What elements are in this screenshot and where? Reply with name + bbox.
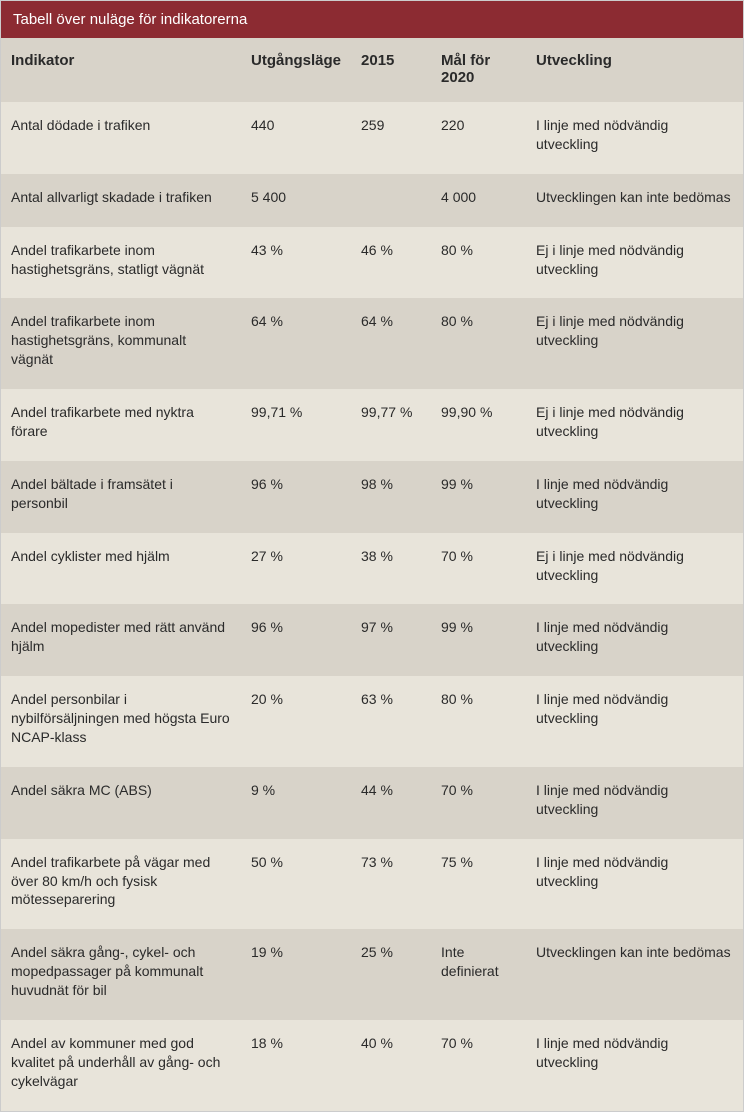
cell-baseline: 43 % [241,227,351,299]
cell-goal: 4 000 [431,174,526,227]
cell-goal: 99 % [431,604,526,676]
cell-indicator: Andel trafikarbete inom hastighetsgräns,… [1,227,241,299]
cell-baseline: 440 [241,102,351,174]
cell-baseline: 64 % [241,298,351,389]
cell-goal: 99,90 % [431,389,526,461]
cell-goal: Inte definierat [431,929,526,1020]
cell-2015: 99,77 % [351,389,431,461]
cell-indicator: Andel personbilar i nybilförsäljningen m… [1,676,241,767]
cell-indicator: Antal dödade i trafiken [1,102,241,174]
cell-2015: 97 % [351,604,431,676]
cell-baseline: 27 % [241,533,351,605]
table-row: Andel cyklister med hjälm27 %38 %70 %Ej … [1,533,743,605]
cell-goal: 220 [431,102,526,174]
table-row: Andel bältade i framsätet i personbil96 … [1,461,743,533]
cell-indicator: Andel säkra MC (ABS) [1,767,241,839]
cell-development: Ej i linje med nödvändig utveckling [526,533,743,605]
cell-indicator: Andel mopedister med rätt använd hjälm [1,604,241,676]
cell-goal: 80 % [431,298,526,389]
cell-goal: 70 % [431,767,526,839]
cell-indicator: Andel säkra gång-, cykel- och mopedpassa… [1,929,241,1020]
table-title: Tabell över nuläge för indikatorerna [1,1,743,38]
cell-baseline: 96 % [241,461,351,533]
cell-baseline: 99,71 % [241,389,351,461]
cell-indicator: Andel trafikarbete inom hastighetsgräns,… [1,298,241,389]
table-row: Andel trafikarbete inom hastighetsgräns,… [1,298,743,389]
table-row: Andel av kommuner med god kvalitet på un… [1,1020,743,1111]
cell-2015: 63 % [351,676,431,767]
table-row: Andel trafikarbete med nyktra förare99,7… [1,389,743,461]
cell-development: Utvecklingen kan inte bedömas [526,929,743,1020]
cell-indicator: Andel av kommuner med god kvalitet på un… [1,1020,241,1111]
cell-indicator: Antal allvarligt skadade i trafiken [1,174,241,227]
cell-baseline: 50 % [241,839,351,930]
cell-goal: 75 % [431,839,526,930]
cell-development: Utvecklingen kan inte bedömas [526,174,743,227]
col-header-development: Utveckling [526,38,743,102]
col-header-indicator: Indikator [1,38,241,102]
cell-baseline: 9 % [241,767,351,839]
col-header-2015: 2015 [351,38,431,102]
table-row: Andel mopedister med rätt använd hjälm96… [1,604,743,676]
cell-goal: 80 % [431,676,526,767]
cell-development: I linje med nödvändig utveckling [526,102,743,174]
indicator-table: Indikator Utgångsläge 2015 Mål för 2020 … [1,38,743,1111]
cell-2015: 25 % [351,929,431,1020]
table-row: Antal dödade i trafiken440259220I linje … [1,102,743,174]
cell-2015: 64 % [351,298,431,389]
cell-development: I linje med nödvändig utveckling [526,461,743,533]
cell-2015: 98 % [351,461,431,533]
table-row: Andel personbilar i nybilförsäljningen m… [1,676,743,767]
cell-2015: 44 % [351,767,431,839]
cell-baseline: 18 % [241,1020,351,1111]
table-header-row: Indikator Utgångsläge 2015 Mål för 2020 … [1,38,743,102]
cell-indicator: Andel bältade i framsätet i personbil [1,461,241,533]
cell-development: Ej i linje med nödvändig utveckling [526,227,743,299]
cell-2015: 73 % [351,839,431,930]
cell-2015: 40 % [351,1020,431,1111]
cell-2015: 259 [351,102,431,174]
cell-2015 [351,174,431,227]
cell-2015: 46 % [351,227,431,299]
cell-development: I linje med nödvändig utveckling [526,839,743,930]
cell-indicator: Andel trafikarbete på vägar med över 80 … [1,839,241,930]
indicator-table-container: Tabell över nuläge för indikatorerna Ind… [0,0,744,1112]
cell-2015: 38 % [351,533,431,605]
col-header-baseline: Utgångsläge [241,38,351,102]
table-row: Andel säkra gång-, cykel- och mopedpassa… [1,929,743,1020]
cell-goal: 99 % [431,461,526,533]
cell-development: Ej i linje med nödvändig utveckling [526,389,743,461]
cell-goal: 80 % [431,227,526,299]
cell-baseline: 96 % [241,604,351,676]
cell-goal: 70 % [431,533,526,605]
cell-development: I linje med nödvändig utveckling [526,1020,743,1111]
cell-indicator: Andel trafikarbete med nyktra förare [1,389,241,461]
cell-development: I linje med nödvändig utveckling [526,604,743,676]
cell-baseline: 20 % [241,676,351,767]
table-body: Antal dödade i trafiken440259220I linje … [1,102,743,1111]
cell-development: Ej i linje med nödvändig utveckling [526,298,743,389]
cell-baseline: 5 400 [241,174,351,227]
cell-goal: 70 % [431,1020,526,1111]
cell-indicator: Andel cyklister med hjälm [1,533,241,605]
table-row: Antal allvarligt skadade i trafiken5 400… [1,174,743,227]
table-row: Andel trafikarbete på vägar med över 80 … [1,839,743,930]
table-row: Andel säkra MC (ABS)9 %44 %70 %I linje m… [1,767,743,839]
cell-baseline: 19 % [241,929,351,1020]
table-row: Andel trafikarbete inom hastighetsgräns,… [1,227,743,299]
col-header-goal: Mål för 2020 [431,38,526,102]
cell-development: I linje med nödvändig utveckling [526,676,743,767]
cell-development: I linje med nödvändig utveckling [526,767,743,839]
